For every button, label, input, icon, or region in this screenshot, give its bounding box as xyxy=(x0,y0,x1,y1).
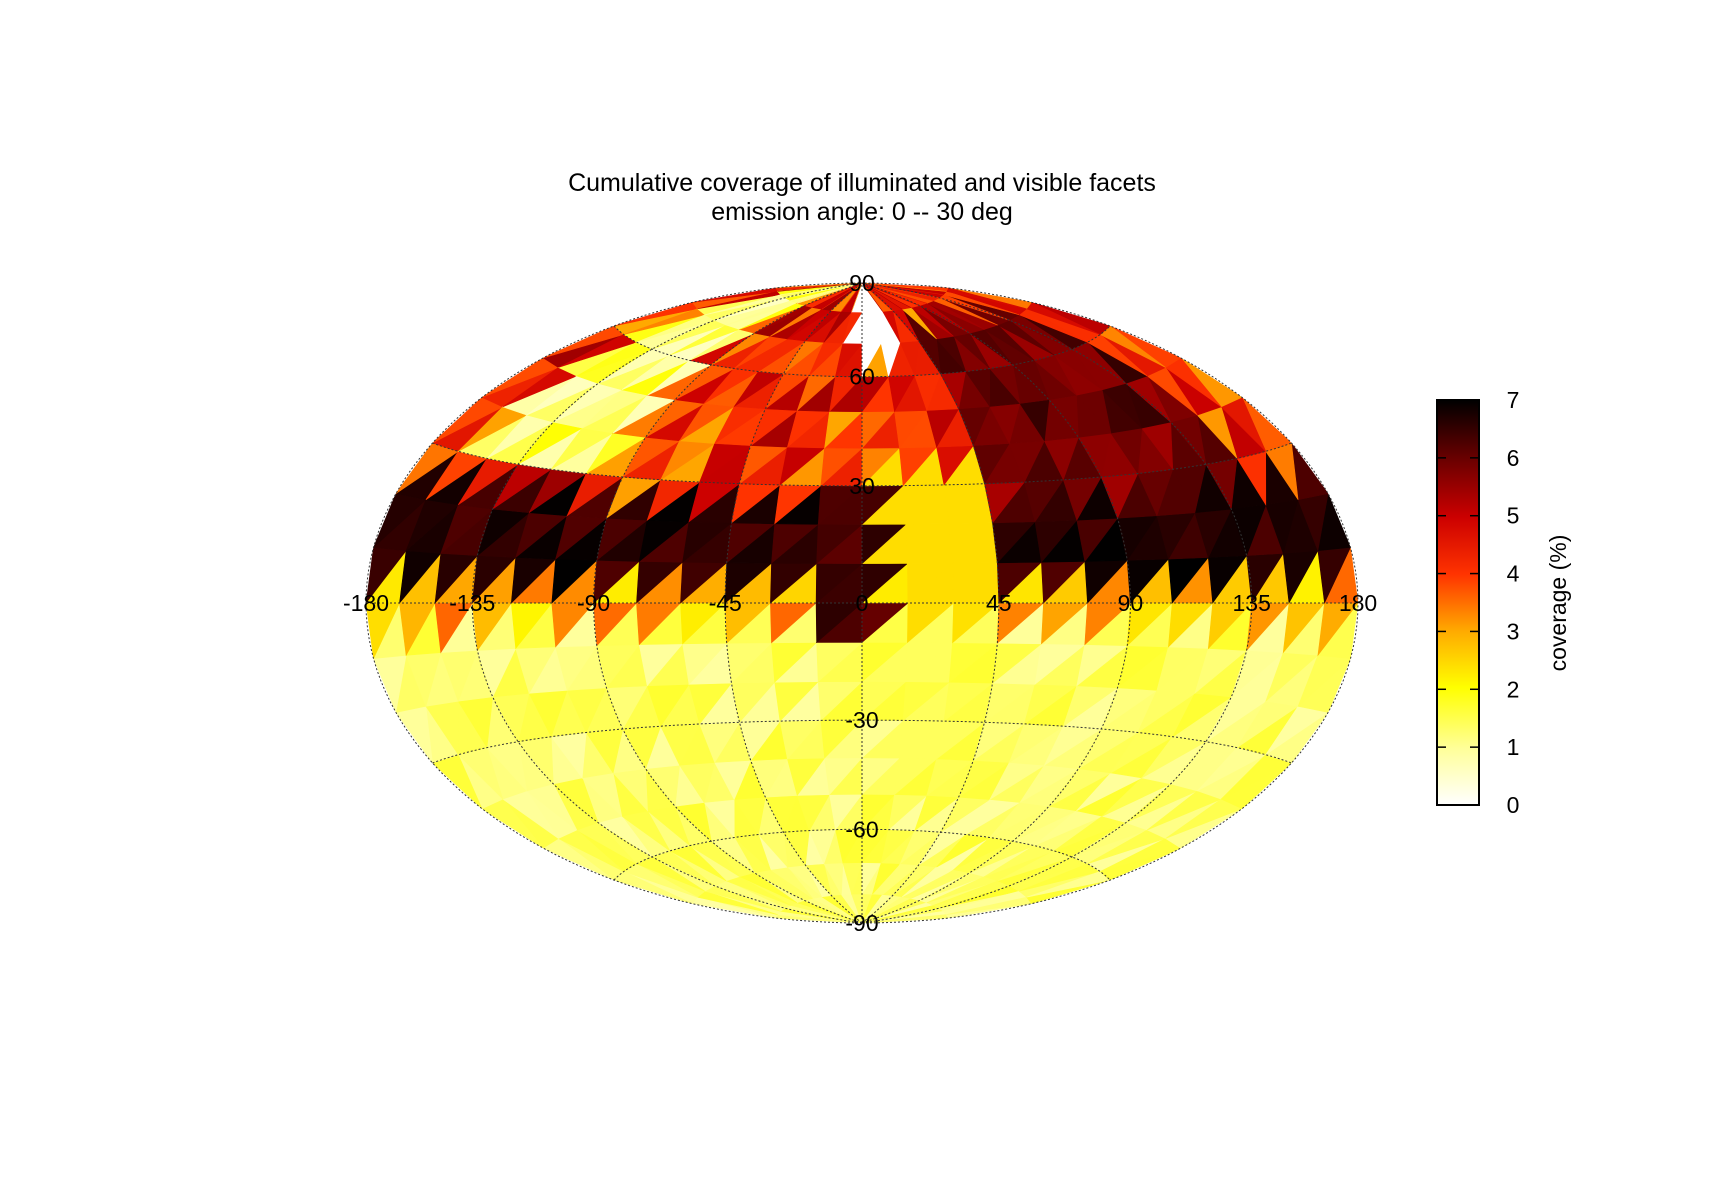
coverage-facet xyxy=(861,283,928,304)
y-tick-label: 60 xyxy=(849,364,875,390)
colorbar-tick-label: 7 xyxy=(1507,387,1520,413)
coverage-facet xyxy=(851,283,863,313)
y-tick-label: -30 xyxy=(845,707,878,733)
colorbar-tick-label: 3 xyxy=(1507,618,1520,644)
colorbar-tick-label: 5 xyxy=(1507,503,1520,529)
colorbar-tick-label: 1 xyxy=(1507,734,1520,760)
coverage-facet xyxy=(861,283,912,308)
colorbar-tick-label: 4 xyxy=(1507,561,1520,587)
y-tick-label: 90 xyxy=(849,270,875,296)
coverage-facet xyxy=(395,705,433,765)
parallel-line xyxy=(613,325,1111,378)
colorbar-tick-label: 0 xyxy=(1507,792,1520,818)
coverage-facet xyxy=(861,283,903,310)
coverage-facet xyxy=(821,283,863,310)
coverage-facet xyxy=(861,283,934,301)
coverage-facet xyxy=(790,283,863,301)
meridian-line xyxy=(861,282,1253,924)
colorbar-gradient xyxy=(1436,399,1480,806)
coverage-facet xyxy=(784,283,863,299)
x-tick-label: -135 xyxy=(449,590,495,616)
colorbar-tick-label: 6 xyxy=(1507,445,1520,471)
colorbar-ticks: 0 1 2 3 4 5 6 7 xyxy=(1437,387,1520,818)
coverage-facet xyxy=(796,283,863,304)
graticule xyxy=(365,282,1359,924)
coverage-facet xyxy=(861,283,920,306)
x-tick-label: 180 xyxy=(1339,590,1377,616)
coverage-facet xyxy=(831,283,863,311)
coverage-facet xyxy=(777,283,863,292)
colorbar: 0 1 2 3 4 5 6 7 coverage (%) xyxy=(1436,387,1571,818)
x-tick-label: 135 xyxy=(1233,590,1271,616)
colorbar-label: coverage (%) xyxy=(1545,535,1571,672)
coverage-facet xyxy=(861,283,944,295)
x-tick-label: 0 xyxy=(856,590,869,616)
colorbar-tick-label: 2 xyxy=(1507,676,1520,702)
coverage-facet xyxy=(861,283,873,313)
coverage-facet xyxy=(775,283,863,289)
x-tick-label: 45 xyxy=(986,590,1012,616)
coverage-facet xyxy=(861,283,947,292)
coverage-facet xyxy=(841,283,863,312)
y-tick-label: -60 xyxy=(845,816,878,842)
coverage-facet xyxy=(780,283,863,295)
x-tick-label: -90 xyxy=(577,590,610,616)
x-tick-label: -45 xyxy=(709,590,742,616)
chart-subtitle: emission angle: 0 -- 30 deg xyxy=(711,198,1013,226)
coverage-facet xyxy=(812,283,863,308)
coverage-facet xyxy=(861,283,893,311)
axis-ticks: -180 -135 -90 -45 0 45 90 135 180 90 60 30 -30 -60 -90 xyxy=(343,270,1377,936)
y-tick-label: 30 xyxy=(849,473,875,499)
y-tick-label: -90 xyxy=(845,910,878,936)
coverage-facet xyxy=(804,283,863,306)
x-tick-label: -180 xyxy=(343,590,389,616)
parallel-line xyxy=(613,828,1111,881)
meridian-line xyxy=(593,282,863,924)
meridian-line xyxy=(861,282,1359,924)
meridian-line xyxy=(724,282,863,924)
chart-title: Cumulative coverage of illuminated and v… xyxy=(568,169,1156,197)
coverage-facet xyxy=(861,283,883,312)
x-tick-label: 90 xyxy=(1118,590,1144,616)
parallel-line xyxy=(432,719,1292,764)
parallel-line xyxy=(432,442,1292,487)
coverage-facet xyxy=(861,283,940,299)
